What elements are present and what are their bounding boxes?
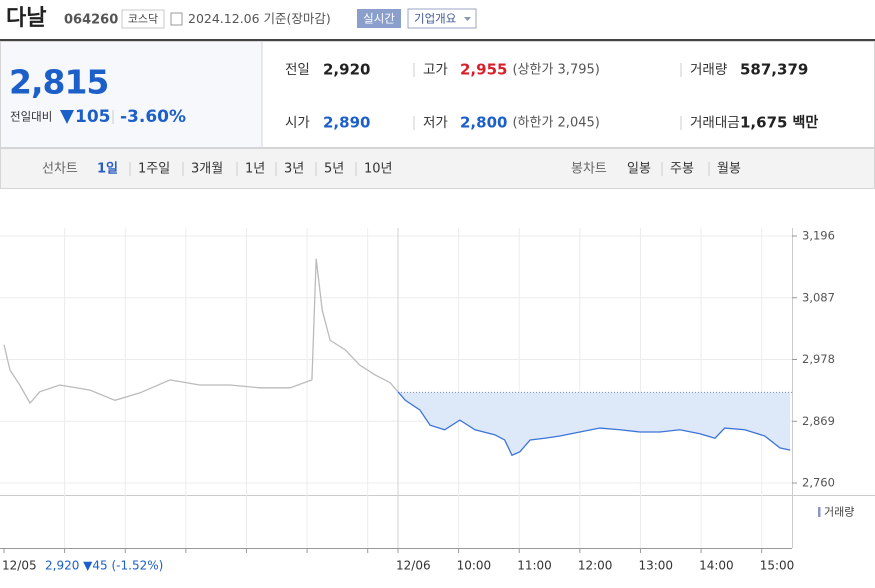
change-value: 105 (75, 107, 111, 127)
tabs: 선차트 1일 1주일 3개월 1년 3년 5년 10년 봉차트 일봉 주봉 월봉 (42, 162, 741, 177)
x-tick-label: 12:00 (578, 559, 613, 573)
period-tab[interactable]: 10년 (364, 162, 393, 177)
calendar-icon (170, 12, 183, 26)
candle-tab[interactable]: 월봉 (717, 162, 741, 177)
stat-note: (하한가 2,045) (512, 116, 599, 131)
stat-label: 전일 (285, 62, 310, 78)
company-label[interactable]: 기업개요 (414, 12, 456, 26)
price-line (397, 391, 791, 457)
stat-value: 1,675 (740, 114, 787, 132)
x-tick-label: 14:00 (699, 559, 734, 573)
base-date: 2024.12.06 기준(장마감) (188, 11, 331, 26)
market-badge (121, 9, 165, 29)
period-tab[interactable]: 1일 (97, 162, 118, 177)
period-tab[interactable]: 3년 (284, 162, 304, 177)
stats: 전일 2,920 고가 2,955 (상한가 3,795) 거래량 587,379 시가 2,8… (285, 61, 818, 132)
stat-value: 2,800 (460, 114, 507, 132)
price-line (3, 258, 399, 405)
realtime-label[interactable]: 실시간 (363, 12, 395, 26)
chart: 3,196 3,087 2,978 2,869 2,760 12/05 12/06 10:00… (0, 228, 875, 573)
candle-tab[interactable]: 일봉 (627, 162, 651, 177)
stat-label: 저가 (423, 115, 448, 131)
area-fill (398, 391, 791, 456)
price-panel (1, 42, 262, 147)
down-arrow (60, 110, 74, 124)
y-tick-label: 2,869 (802, 414, 835, 428)
stat-label: 고가 (423, 62, 448, 78)
x-tick-label: 12/05 (2, 559, 37, 573)
x-tick-label: 13:00 (638, 559, 673, 573)
period-tab[interactable]: 5년 (324, 162, 344, 177)
y-tick-label: 3,087 (802, 290, 835, 304)
tab-bar (0, 148, 875, 189)
period-tab[interactable]: 1년 (245, 162, 265, 177)
previous-session-info: 2,920 ▼45 (-1.52%) (45, 559, 163, 573)
stat-value: 587,379 (740, 61, 808, 79)
stat-note: (상한가 3,795) (512, 63, 599, 78)
x-tick-label: 15:00 (760, 559, 795, 573)
stock-code: 064260 (64, 13, 118, 28)
y-tick-label: 3,196 (802, 229, 835, 243)
stat-label: 거래대금 (690, 115, 740, 131)
x-tick-label: 11:00 (517, 559, 552, 573)
period-tab[interactable]: 1주일 (138, 162, 170, 177)
stat-value: 2,955 (460, 61, 507, 79)
candle-chart-label: 봉차트 (571, 162, 607, 177)
stock-name: 다날 (6, 6, 46, 31)
change-rate: -3.60% (120, 107, 186, 127)
x-tick-label: 10:00 (457, 559, 492, 573)
stat-note: 백만 (792, 115, 818, 131)
line-chart-label: 선차트 (42, 162, 78, 177)
y-tick-label: 2,978 (802, 352, 835, 366)
x-tick-label: 12/06 (396, 559, 431, 573)
company-button[interactable] (407, 8, 477, 29)
stat-label: 거래량 (690, 62, 727, 78)
volume-legend: 거래량 (824, 506, 854, 519)
realtime-button[interactable] (357, 9, 401, 28)
stat-value: 2,920 (323, 61, 370, 79)
current-price: 2,815 (9, 63, 108, 102)
stat-value: 2,890 (323, 114, 370, 132)
y-tick-label: 2,760 (802, 476, 835, 490)
dropdown-arrow (464, 17, 471, 21)
volume-legend-swatch (818, 507, 821, 517)
period-tab[interactable]: 3개월 (191, 162, 223, 177)
market-label: 코스닥 (128, 13, 158, 26)
stat-label: 시가 (285, 115, 310, 131)
candle-tab[interactable]: 주봉 (670, 162, 694, 177)
change-label: 전일대비 (10, 110, 52, 124)
